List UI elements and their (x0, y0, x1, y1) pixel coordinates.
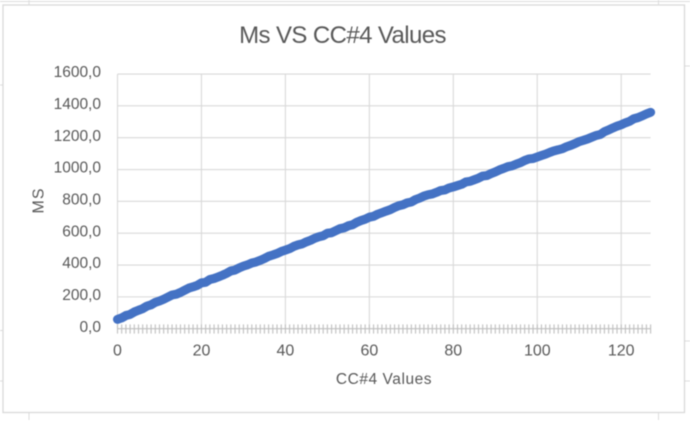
svg-text:0: 0 (113, 343, 122, 360)
svg-text:40: 40 (277, 343, 295, 360)
svg-text:60: 60 (361, 343, 379, 360)
svg-text:120: 120 (608, 343, 635, 360)
svg-text:CC#4 Values: CC#4 Values (336, 371, 432, 388)
svg-text:80: 80 (444, 343, 462, 360)
svg-text:1200,0: 1200,0 (54, 128, 102, 145)
svg-text:Ms VS CC#4 Values: Ms VS CC#4 Values (239, 22, 446, 49)
svg-text:600,0: 600,0 (62, 223, 101, 240)
svg-text:100: 100 (524, 343, 551, 360)
svg-text:20: 20 (193, 343, 211, 360)
svg-text:1400,0: 1400,0 (54, 96, 102, 113)
svg-text:0,0: 0,0 (79, 319, 101, 336)
svg-text:1600,0: 1600,0 (54, 64, 102, 81)
svg-text:1000,0: 1000,0 (54, 160, 102, 177)
svg-text:MS: MS (31, 188, 48, 214)
svg-text:400,0: 400,0 (62, 255, 101, 272)
svg-text:800,0: 800,0 (62, 192, 101, 209)
svg-text:200,0: 200,0 (62, 287, 101, 304)
